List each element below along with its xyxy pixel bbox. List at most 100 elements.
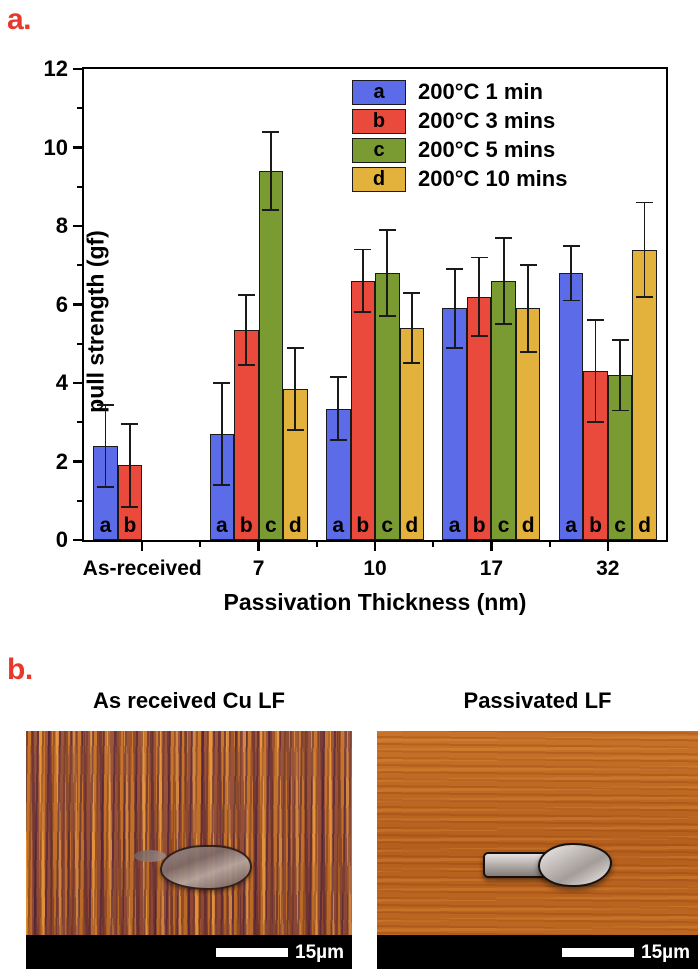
x-tick-minor (548, 540, 551, 547)
error-bar-cap-upper (329, 376, 347, 379)
y-tick-label: 10 (43, 134, 68, 160)
y-tick-label: 8 (55, 213, 68, 238)
y-tick-major (73, 538, 84, 542)
chart-plot-frame: pull strength (gf) 0 2 4 6 8 10 12 As-received a… (44, 56, 668, 580)
error-bar-cap-lower (446, 346, 464, 349)
error-bar-cap-upper (587, 319, 605, 322)
error-bar-cap-upper (446, 268, 464, 271)
scale-bar-left-label: 15µm (295, 941, 344, 963)
y-tick-minor (77, 185, 84, 188)
legend-swatch-d: d (352, 166, 406, 192)
error-bar-cap-upper (562, 244, 580, 247)
copper-surface-texture-right (377, 731, 698, 969)
bar-letter-label: b (356, 514, 370, 537)
legend-item-a: a 200°C 1 min (352, 79, 567, 105)
error-bar-cap-upper (495, 236, 513, 239)
debris-fragment-icon (133, 850, 167, 862)
x-axis-title: Passivation Thickness (nm) (223, 589, 527, 615)
bar-letter-label: c (614, 514, 626, 537)
error-bar-stem (386, 229, 389, 317)
bar-letter-label: b (472, 514, 486, 537)
error-bar-cap-lower (329, 439, 347, 441)
error-bar-stem (410, 292, 413, 364)
error-bar-stem (643, 202, 646, 297)
bar-letter-label: a (99, 514, 112, 537)
bar-letter-label: c (497, 514, 510, 537)
bar-letter-label: a (565, 514, 577, 537)
error-bar-cap-lower (354, 311, 372, 314)
chart-plot-area: 0 2 4 6 8 10 12 As-received a b 7 a b c d 10 a b c d 17 a b c d 3… (44, 56, 666, 580)
bar-letter-label: b (239, 514, 253, 537)
bar-letter-label: c (381, 514, 394, 537)
error-bar-cap-upper (237, 293, 255, 296)
bar-c-10: c (375, 273, 400, 540)
error-bar-cap-lower (237, 364, 255, 367)
panel-b-micrographs: b. As received Cu LF 15µm Passivated LF … (0, 630, 698, 978)
x-tick-major (140, 540, 144, 551)
bar-a-32: a (558, 273, 584, 540)
error-bar-cap-lower (403, 362, 421, 365)
bar-letter-label: a (332, 514, 345, 537)
error-bar-cap-upper (354, 248, 372, 251)
error-bar-stem (129, 424, 131, 507)
error-bar-cap-upper (519, 264, 537, 267)
y-tick-major (73, 303, 84, 306)
legend-swatch-a: a (352, 79, 406, 105)
error-bar-cap-lower (636, 295, 654, 298)
x-tick-label: 17 (479, 557, 504, 580)
error-bar-cap-lower (470, 335, 488, 337)
error-bar-cap-lower (286, 429, 304, 431)
error-bar-cap-lower (262, 209, 280, 212)
error-bar-stem (619, 339, 621, 411)
error-bar-stem (478, 257, 481, 336)
y-tick-major (73, 224, 84, 228)
panel-a-bar-chart: a. pull strength (gf) 0 2 4 6 8 10 12 As-receiv… (7, 3, 668, 615)
error-bar-cap-upper (96, 403, 114, 406)
error-bar-cap-lower (611, 409, 629, 412)
error-bar-stem (269, 131, 272, 211)
error-bar-stem (502, 237, 505, 325)
bar-letter-label: b (123, 514, 137, 537)
scale-bar-right-label: 15µm (641, 941, 690, 963)
y-tick-label: 0 (55, 527, 68, 552)
error-bar-cap-lower (213, 484, 231, 486)
bar-b-17: b (466, 296, 492, 540)
scale-bar-right (562, 947, 635, 957)
error-bar-cap-upper (286, 346, 304, 349)
error-bar-cap-upper (213, 382, 231, 384)
error-bar-stem (245, 294, 248, 366)
error-bar-cap-upper (262, 130, 280, 133)
bond-pad-remnant-icon (159, 845, 252, 890)
bar-b-10: b (350, 280, 375, 540)
error-bar-stem (337, 377, 340, 440)
bar-letter-label: a (216, 514, 228, 537)
legend-swatch-c: c (352, 137, 406, 163)
error-bar-stem (104, 404, 107, 488)
error-bar-cap-upper (636, 201, 654, 204)
error-bar-cap-lower (121, 505, 139, 508)
error-bar-cap-lower (495, 323, 513, 326)
x-tick-label: 32 (596, 557, 620, 580)
y-tick-minor (77, 499, 84, 502)
panel-a-label: a. (7, 3, 32, 36)
y-tick-major (73, 146, 84, 149)
y-tick-major (73, 381, 84, 385)
micrograph-right-title: Passivated LF (463, 688, 612, 713)
error-bar-stem (594, 320, 597, 423)
error-bar-stem (220, 383, 223, 486)
y-tick-label: 2 (55, 448, 68, 474)
bar-d-32: d (632, 249, 657, 540)
y-tick-label: 12 (43, 56, 68, 81)
legend-label-b: 200°C 3 mins (418, 108, 556, 133)
legend-swatch-b: b (352, 108, 406, 134)
legend-label-a: 200°C 1 min (418, 79, 543, 104)
x-tick-major (490, 540, 493, 551)
bar-a-as-received: a (93, 445, 118, 540)
error-bar-cap-lower (378, 315, 396, 318)
x-tick-major (257, 540, 260, 551)
error-bar-cap-upper (121, 423, 139, 426)
bar-letter-label: d (521, 514, 535, 537)
error-bar-stem (361, 249, 364, 313)
scale-bar-left (216, 947, 289, 957)
y-tick-major (73, 67, 84, 71)
